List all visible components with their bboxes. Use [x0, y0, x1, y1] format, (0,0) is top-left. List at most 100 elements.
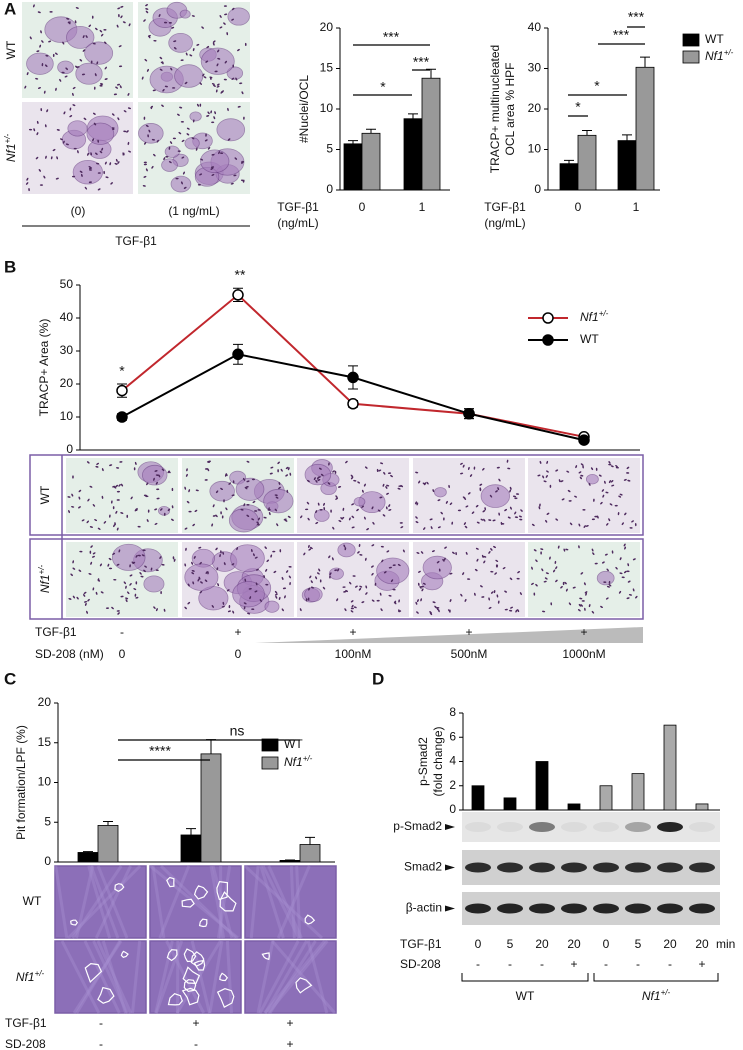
cell: [520, 509, 523, 512]
bar: [180, 834, 202, 863]
cell: [118, 65, 123, 68]
cell: [514, 511, 517, 515]
osteoclast: [232, 581, 265, 608]
cell: [535, 583, 538, 587]
cell: [206, 461, 211, 463]
cell: [531, 523, 535, 527]
osteoclast: [376, 557, 410, 585]
cell: [481, 596, 485, 598]
cell: [431, 550, 435, 553]
cell: [196, 43, 200, 46]
cell: [29, 36, 32, 40]
cell: [358, 543, 361, 548]
cell: [361, 601, 365, 604]
cell: [239, 82, 243, 85]
cell: [123, 130, 127, 133]
cell: [231, 494, 235, 497]
cell: [199, 590, 203, 594]
cell: [605, 597, 609, 600]
pit-outline: [295, 977, 313, 994]
cell: [460, 462, 463, 465]
cell: [116, 499, 120, 501]
cell: [154, 508, 158, 511]
cell: [68, 598, 72, 600]
osteoclast: [86, 122, 115, 145]
cell: [180, 59, 184, 62]
cell: [143, 175, 147, 178]
cell: [200, 581, 203, 584]
cell: [88, 181, 92, 184]
bar: [635, 66, 655, 191]
cell: [207, 111, 210, 115]
cell: [214, 70, 218, 73]
pit-outline: [181, 898, 195, 908]
cell: [108, 557, 112, 561]
cell: [105, 176, 109, 179]
cell: [206, 45, 210, 49]
cell: [243, 503, 246, 507]
cell: [197, 183, 202, 186]
cell: [469, 474, 473, 477]
cell: [169, 141, 173, 144]
cell: [113, 93, 118, 96]
cell: [115, 484, 119, 488]
cell: [482, 467, 485, 471]
cell: [125, 597, 129, 600]
cell: [204, 468, 209, 470]
y-tick-label: 5: [326, 142, 333, 156]
row-label: WT: [38, 485, 52, 504]
cell: [61, 71, 65, 74]
legend-swatch: [682, 33, 700, 47]
band: [625, 822, 651, 832]
cell: [223, 5, 228, 7]
gene-name: Nf1: [642, 989, 661, 1003]
cell: [140, 575, 144, 578]
cell: [615, 465, 618, 468]
point: [116, 411, 128, 423]
y-tick-label: 40: [60, 310, 74, 324]
cell: [482, 510, 486, 513]
cell: [475, 547, 479, 550]
cell: [115, 467, 120, 469]
cell: [538, 506, 541, 510]
cell: [542, 475, 545, 479]
treatment-value: 20: [695, 937, 709, 951]
texture: [89, 865, 120, 939]
cell: [495, 564, 499, 568]
cell: [38, 168, 41, 172]
osteoclast: [304, 463, 332, 486]
error-bar: [564, 159, 574, 164]
gene-name: Nf1: [580, 310, 599, 324]
point: [347, 398, 359, 410]
cell: [509, 489, 512, 493]
cell: [137, 554, 141, 557]
cell: [243, 602, 247, 605]
cell: [70, 573, 73, 577]
cell: [105, 607, 110, 609]
cell: [244, 578, 247, 582]
cell: [177, 113, 180, 116]
error-bar: [103, 820, 113, 826]
cell: [155, 474, 159, 477]
pit-image: [149, 865, 242, 939]
cell: [274, 494, 278, 497]
treatment-value: +: [234, 625, 241, 639]
cell: [45, 155, 47, 159]
cell: [557, 545, 560, 549]
error-bar: [640, 56, 650, 68]
cell: [462, 496, 466, 499]
cell: [627, 563, 630, 567]
cell: [113, 486, 117, 489]
cell: [519, 592, 522, 596]
osteoclast: [26, 52, 54, 75]
cell: [232, 610, 235, 614]
cell: [504, 508, 508, 512]
texture: [263, 940, 326, 1014]
image-frame: [29, 538, 644, 620]
texture: [216, 865, 232, 939]
cell: [184, 606, 187, 610]
cell: [93, 122, 97, 126]
cell: [517, 571, 520, 574]
cell: [444, 546, 447, 549]
cell: [562, 581, 565, 586]
